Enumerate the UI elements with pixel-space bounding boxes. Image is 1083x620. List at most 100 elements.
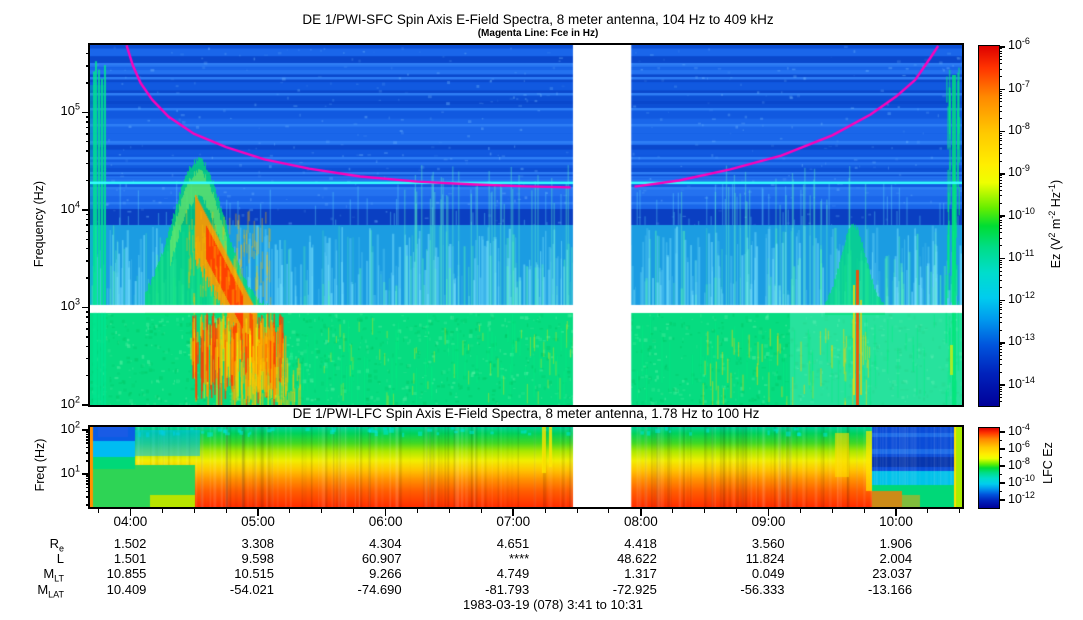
sfc-colorbar-tick bbox=[999, 394, 1002, 395]
time-tick-minor bbox=[448, 509, 450, 513]
lfc-y-tick bbox=[86, 477, 90, 480]
sfc-colorbar-tick bbox=[999, 279, 1002, 281]
time-tick-minor bbox=[161, 509, 163, 513]
sfc-y-tick bbox=[86, 162, 90, 165]
sfc-colorbar-tick bbox=[999, 135, 1002, 137]
sfc-colorbar-tick bbox=[999, 175, 1002, 177]
sfc-colorbar-tick bbox=[999, 132, 1002, 134]
lfc-y-tick bbox=[86, 446, 90, 449]
sfc-colorbar-tick bbox=[999, 386, 1002, 388]
time-tick-label: 04:00 bbox=[113, 514, 148, 529]
lfc-y-tick bbox=[82, 473, 90, 475]
lfc-title: DE 1/PWI-LFC Spin Axis E-Field Spectra, … bbox=[292, 406, 760, 421]
lfc-spectrogram-canvas bbox=[90, 427, 962, 507]
lfc-colorbar-tick bbox=[999, 448, 1005, 450]
ephemeris-cell: 10.515 bbox=[234, 566, 275, 581]
sfc-colorbar-tick bbox=[999, 177, 1002, 179]
sfc-colorbar-tick bbox=[999, 267, 1002, 269]
sfc-colorbar-tick bbox=[999, 359, 1002, 361]
lfc-y-tick-label: 102 bbox=[60, 419, 80, 436]
sfc-colorbar-tick bbox=[999, 137, 1002, 139]
sfc-colorbar-tick-label: 10-13 bbox=[1008, 332, 1035, 349]
sfc-colorbar-tick bbox=[999, 304, 1002, 306]
sfc-y-tick bbox=[86, 336, 90, 338]
ephemeris-cell: 3.308 bbox=[241, 536, 275, 551]
sfc-colorbar-unit-label: Ez (V2 m-2 Hz-1) bbox=[1046, 179, 1063, 269]
sfc-y-tick bbox=[82, 404, 90, 406]
time-tick bbox=[640, 509, 642, 516]
sfc-y-tick-label: 103 bbox=[60, 297, 80, 314]
sfc-colorbar-tick-label: 10-11 bbox=[1008, 247, 1035, 264]
sfc-y-tick bbox=[86, 82, 90, 84]
time-tick-label: 07:00 bbox=[496, 514, 531, 529]
sfc-colorbar-tick bbox=[999, 384, 1005, 386]
sfc-y-tick bbox=[86, 374, 90, 377]
sfc-colorbar-tick bbox=[999, 261, 1002, 263]
sfc-colorbar-tick bbox=[999, 219, 1002, 221]
sfc-colorbar-tick bbox=[999, 346, 1002, 348]
ephemeris-cell: 9.266 bbox=[369, 566, 402, 581]
time-tick bbox=[895, 509, 897, 516]
sfc-colorbar-tick bbox=[999, 302, 1002, 304]
sfc-y-tick bbox=[86, 311, 90, 313]
sfc-colorbar-tick bbox=[999, 59, 1002, 61]
sfc-y-tick bbox=[86, 277, 90, 279]
sfc-y-tick bbox=[86, 133, 90, 135]
sfc-y-tick bbox=[86, 345, 90, 347]
ephemeris-cell: -54.021 bbox=[229, 582, 275, 597]
lfc-y-tick bbox=[86, 436, 90, 438]
lfc-y-tick bbox=[86, 496, 90, 498]
lfc-colorbar-tick-label: 10-6 bbox=[1008, 438, 1030, 455]
sfc-y-axis-label: Frequency (Hz) bbox=[32, 180, 46, 268]
sfc-colorbar-tick bbox=[999, 147, 1002, 149]
time-tick-minor bbox=[193, 509, 195, 513]
lfc-colorbar-tick bbox=[999, 457, 1002, 459]
sfc-colorbar-tick bbox=[999, 309, 1002, 311]
sfc-colorbar-tick bbox=[999, 98, 1002, 100]
ephemeris-cell: 23.037 bbox=[872, 566, 913, 581]
time-tick-minor bbox=[672, 509, 674, 513]
sfc-colorbar-tick bbox=[999, 232, 1002, 234]
sfc-colorbar-tick bbox=[999, 63, 1002, 65]
sfc-colorbar-tick bbox=[999, 270, 1002, 272]
lfc-colorbar-tick bbox=[999, 431, 1005, 433]
sfc-colorbar-tick bbox=[999, 348, 1002, 350]
sfc-y-tick bbox=[86, 150, 90, 152]
time-tick-minor bbox=[225, 509, 227, 513]
ephemeris-cell: 1.501 bbox=[113, 551, 147, 566]
sfc-colorbar-tick-label: 10-14 bbox=[1008, 374, 1035, 391]
time-tick-minor bbox=[736, 509, 738, 513]
sfc-colorbar-tick bbox=[999, 68, 1002, 70]
sfc-y-tick bbox=[86, 179, 90, 182]
ephemeris-cell: 4.651 bbox=[496, 536, 530, 551]
lfc-colorbar-tick-label: 10-4 bbox=[1008, 421, 1030, 438]
ephemeris-row-label: MLT bbox=[43, 566, 64, 584]
sfc-colorbar-tick-label: 10-10 bbox=[1008, 205, 1035, 222]
sfc-colorbar-tick bbox=[999, 274, 1002, 276]
sfc-colorbar-tick bbox=[999, 355, 1002, 357]
sfc-colorbar-tick bbox=[999, 391, 1002, 393]
ephemeris-cell: 60.907 bbox=[361, 551, 402, 566]
sfc-colorbar-tick bbox=[999, 217, 1002, 219]
ephemeris-row-label: MLAT bbox=[37, 582, 64, 600]
sfc-colorbar-tick bbox=[999, 190, 1002, 192]
lfc-panel bbox=[88, 425, 964, 509]
ephemeris-cell: 3.560 bbox=[751, 536, 785, 551]
sfc-colorbar-tick bbox=[999, 364, 1002, 366]
sfc-colorbar-tick bbox=[999, 173, 1005, 175]
ephemeris-cell: 4.418 bbox=[624, 536, 657, 551]
sfc-colorbar-tick bbox=[999, 110, 1002, 112]
sfc-colorbar-tick bbox=[999, 312, 1002, 314]
sfc-colorbar-tick bbox=[999, 195, 1002, 197]
time-tick-minor bbox=[927, 509, 929, 513]
ephemeris-cell: 4.304 bbox=[369, 536, 402, 551]
sfc-y-tick-label: 102 bbox=[60, 394, 80, 411]
time-tick-minor bbox=[959, 509, 961, 513]
sfc-colorbar-tick bbox=[999, 401, 1002, 403]
lfc-colorbar-tick bbox=[999, 482, 1005, 484]
sfc-colorbar-tick bbox=[999, 306, 1002, 308]
sfc-colorbar-tick bbox=[999, 228, 1002, 230]
lfc-colorbar-tick-label: 10-8 bbox=[1008, 455, 1030, 472]
sfc-colorbar-tick bbox=[999, 215, 1005, 217]
